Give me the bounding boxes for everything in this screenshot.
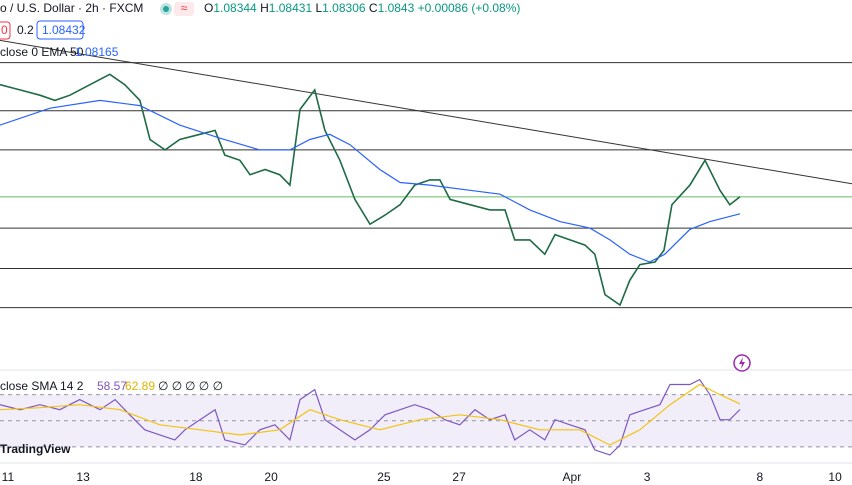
logo: TradingView <box>0 442 71 456</box>
series-line <box>0 378 741 456</box>
empty-readout: ∅ ∅ ∅ <box>185 379 223 393</box>
series-line <box>0 73 741 307</box>
ohlc-key: H <box>260 1 269 15</box>
ohlc-value: 1.08306 <box>322 1 366 15</box>
badge-icon: ≈ <box>181 1 188 15</box>
ohlc-key: L <box>315 1 322 15</box>
x-tick-label: 10 <box>828 470 842 484</box>
x-tick-label: 13 <box>76 470 90 484</box>
ohlc: O1.08344 H1.08431 L1.08306 C1.0843 +0.00… <box>204 1 520 15</box>
price-box[interactable] <box>36 20 84 40</box>
ohlc-key: C <box>369 1 378 15</box>
ohlc-value: 1.0843 <box>378 1 415 15</box>
series-line <box>0 383 741 446</box>
ema-readout: 1.08165 <box>75 45 119 59</box>
alert-bolt <box>739 357 745 369</box>
x-tick-label: Apr <box>563 470 582 484</box>
symbol-title: o / U.S. Dollar · 2h · FXCM <box>0 1 143 15</box>
ema-label: close 0 EMA 50 <box>0 45 84 59</box>
x-tick-label: 3 <box>644 470 651 484</box>
x-tick-label: 27 <box>452 470 466 484</box>
x-tick-label: 8 <box>757 470 764 484</box>
badge <box>174 2 194 16</box>
x-tick-label: 11 <box>2 470 15 484</box>
sma-readout: 62.89 <box>125 379 155 393</box>
input-box[interactable] <box>0 21 11 40</box>
price-box-value: 1.08432 <box>42 23 86 37</box>
empty-readout: ∅ ∅ <box>158 379 182 393</box>
ohlc-value: 1.08431 <box>269 1 313 15</box>
x-tick-label: 18 <box>189 470 203 484</box>
x-tick-label: 20 <box>264 470 278 484</box>
status-dot <box>163 6 169 12</box>
rsi-label: close SMA 14 2 <box>0 379 84 393</box>
x-tick-label: 25 <box>377 470 391 484</box>
ohlc-change: +0.00086 (+0.08%) <box>418 1 521 15</box>
plot <box>0 39 852 456</box>
ohlc-key: O <box>204 1 213 15</box>
rsi-readout: 58.57 <box>97 379 127 393</box>
input-value: 0.2 <box>17 23 34 37</box>
series-line <box>0 99 741 263</box>
ohlc-value: 1.08344 <box>213 1 257 15</box>
input-value: 0 <box>1 23 8 37</box>
trendline <box>0 39 852 185</box>
